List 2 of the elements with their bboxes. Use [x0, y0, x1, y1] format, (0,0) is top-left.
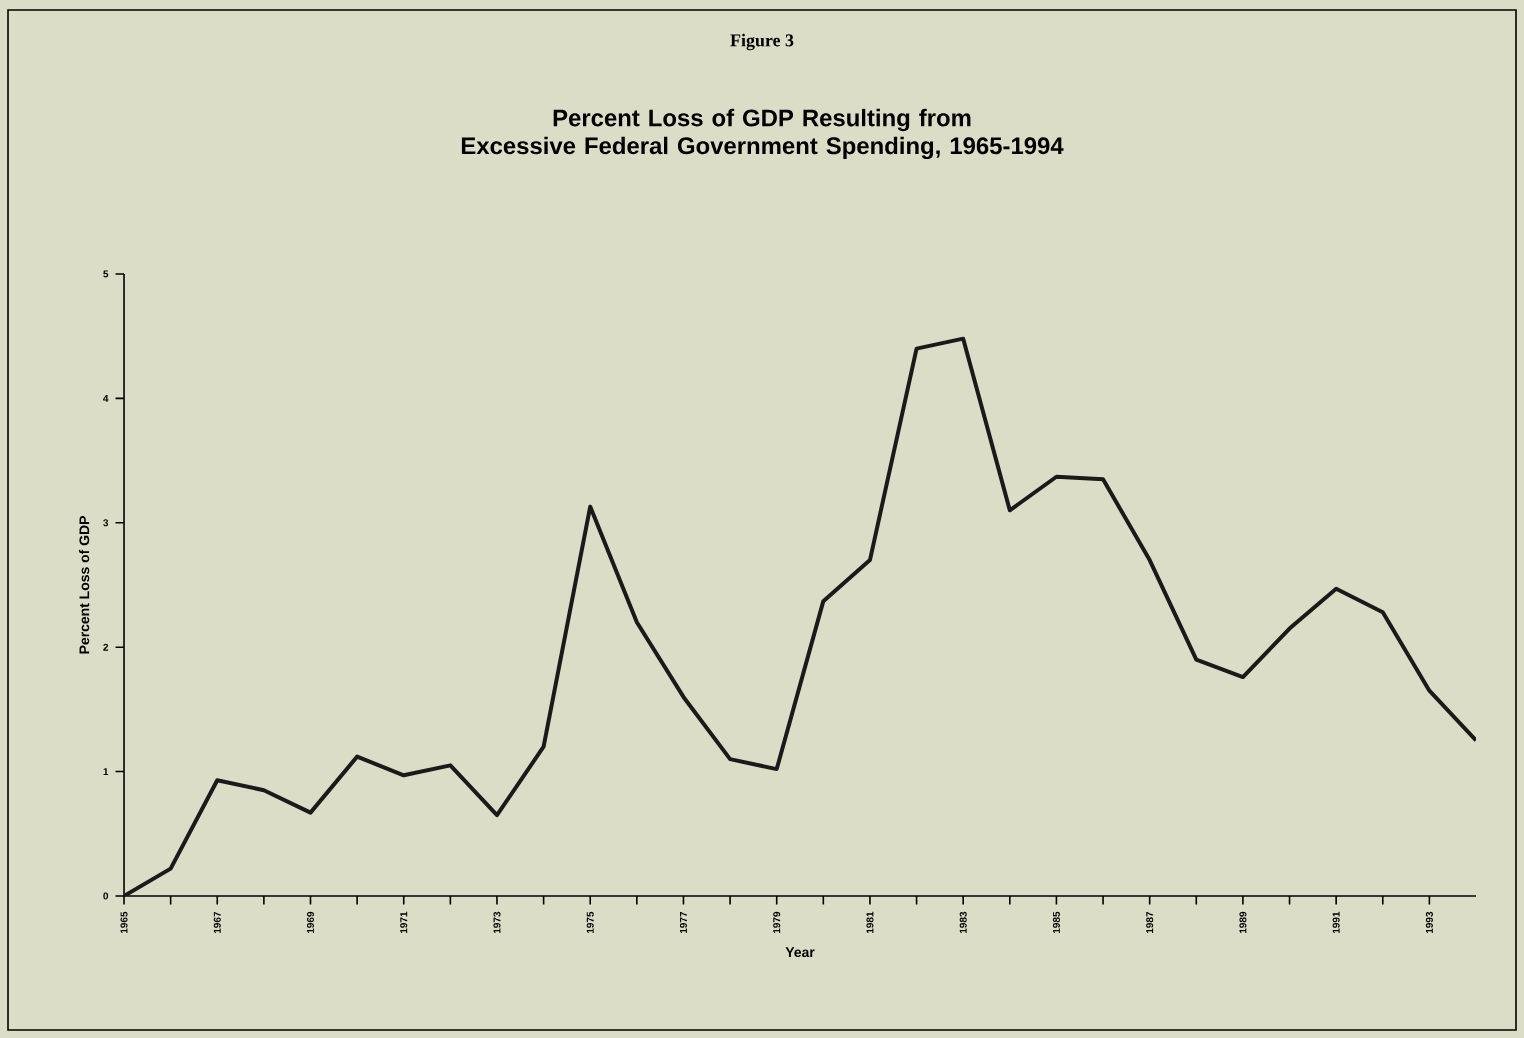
chart-title: Percent Loss of GDP Resulting from Excessive Federal Government Spending, 1965-1994 [461, 108, 1064, 160]
caption: Figure 3 [730, 33, 794, 51]
